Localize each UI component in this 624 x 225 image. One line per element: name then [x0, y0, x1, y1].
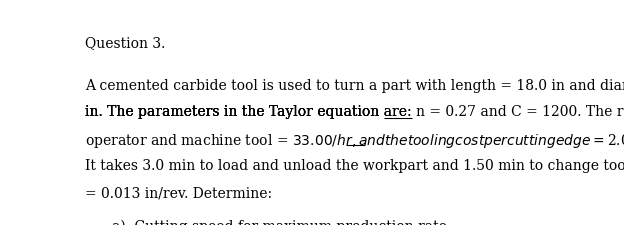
Text: It takes 3.0 min to load and unload the workpart and 1.50 min to change tools. T: It takes 3.0 min to load and unload the … — [85, 159, 624, 173]
Text: in. The parameters in the Taylor equation are:: in. The parameters in the Taylor equatio… — [85, 106, 412, 119]
Text: in. The parameters in the Taylor equation: in. The parameters in the Taylor equatio… — [85, 106, 384, 119]
Text: in. The parameters in the Taylor equation are: n = 0.27 and C = 1200. The rate f: in. The parameters in the Taylor equatio… — [85, 106, 624, 119]
Text: = 0.013 in/rev. Determine:: = 0.013 in/rev. Determine: — [85, 186, 273, 200]
Text: A cemented carbide tool is used to turn a part with length = 18.0 in and diamete: A cemented carbide tool is used to turn … — [85, 79, 624, 93]
Text: operator and machine tool = $33.00/hr,: operator and machine tool = $33.00/hr, — [85, 132, 365, 146]
Text: operator and machine tool = $33.00/: operator and machine tool = $33.00/ — [85, 132, 346, 146]
Text: a)  Cutting speed for maximum production rate,: a) Cutting speed for maximum production … — [112, 220, 451, 225]
Text: Question 3.: Question 3. — [85, 36, 165, 50]
Text: operator and machine tool = $33.00/hr, and the tooling cost per cutting edge = $: operator and machine tool = $33.00/hr, a… — [85, 132, 624, 150]
